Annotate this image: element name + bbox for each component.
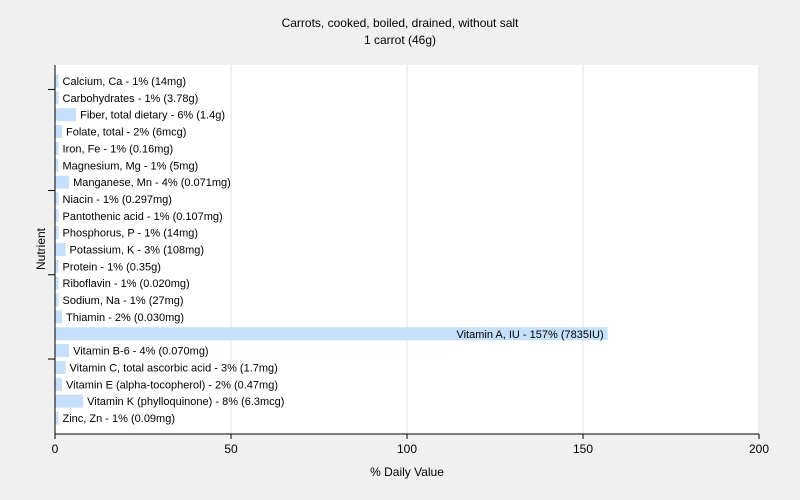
- bar: [55, 91, 59, 105]
- bar-label: Thiamin - 2% (0.030mg): [66, 312, 184, 324]
- bars: [55, 74, 608, 425]
- x-tick-label: 150: [573, 442, 593, 456]
- x-axis-label: % Daily Value: [370, 465, 444, 479]
- y-axis-label: Nutrient: [34, 227, 48, 270]
- bar-label: Pantothenic acid - 1% (0.107mg): [63, 211, 223, 223]
- bar: [55, 394, 84, 408]
- bar: [55, 360, 66, 374]
- bar-label: Carbohydrates - 1% (3.78g): [63, 93, 199, 105]
- bar-label: Fiber, total dietary - 6% (1.4g): [80, 110, 225, 122]
- bar: [55, 141, 59, 155]
- bar-label: Vitamin C, total ascorbic acid - 3% (1.7…: [70, 362, 278, 374]
- bar: [55, 125, 63, 139]
- bar-label: Vitamin K (phylloquinone) - 8% (6.3mcg): [87, 396, 284, 408]
- bar: [55, 327, 608, 341]
- chart-title: Carrots, cooked, boiled, drained, withou…: [282, 16, 519, 30]
- bar: [55, 226, 59, 240]
- bar-labels: Calcium, Ca - 1% (14mg) Carbohydrates - 1…: [63, 76, 604, 425]
- bar: [55, 276, 59, 290]
- bar-label: Vitamin B-6 - 4% (0.070mg): [73, 346, 209, 358]
- bar: [55, 377, 63, 391]
- bar-label: Phosphorus, P - 1% (14mg): [63, 228, 199, 240]
- bar: [55, 259, 59, 273]
- x-tick-label: 0: [52, 442, 59, 456]
- bar: [55, 344, 70, 358]
- bar-label: Folate, total - 2% (6mcg): [66, 127, 186, 139]
- bar-label: Iron, Fe - 1% (0.16mg): [63, 143, 174, 155]
- bar-label: Potassium, K - 3% (108mg): [70, 245, 205, 257]
- bar: [55, 411, 59, 425]
- plot-area: Calcium, Ca - 1% (14mg) Carbohydrates - 1…: [55, 65, 760, 434]
- bar-label: Vitamin A, IU - 157% (7835IU): [456, 329, 603, 341]
- bar: [55, 310, 63, 324]
- bar: [55, 175, 70, 189]
- bar-label: Zinc, Zn - 1% (0.09mg): [63, 413, 175, 425]
- bar-label: Manganese, Mn - 4% (0.071mg): [73, 177, 231, 189]
- bar-label: Riboflavin - 1% (0.020mg): [63, 278, 190, 290]
- x-axis-ticks: 0 50 100 150 200: [52, 434, 769, 456]
- bar-label: Niacin - 1% (0.297mg): [63, 194, 172, 206]
- y-axis-ticks: [48, 88, 55, 360]
- bar: [55, 209, 59, 223]
- x-tick-label: 100: [397, 442, 417, 456]
- bar: [55, 158, 59, 172]
- bar: [55, 192, 59, 206]
- bar: [55, 293, 59, 307]
- gridlines: [230, 65, 760, 434]
- bar-label: Vitamin E (alpha-tocopherol) - 2% (0.47m…: [66, 379, 278, 391]
- x-tick-label: 50: [224, 442, 238, 456]
- bar: [55, 108, 77, 122]
- bar-label: Magnesium, Mg - 1% (5mg): [63, 160, 199, 172]
- bar-label: Calcium, Ca - 1% (14mg): [63, 76, 186, 88]
- bar: [55, 243, 66, 256]
- bar-label: Sodium, Na - 1% (27mg): [63, 295, 184, 307]
- x-tick-label: 200: [749, 442, 769, 456]
- chart-subtitle: 1 carrot (46g): [364, 33, 436, 47]
- bar-label: Protein - 1% (0.35g): [63, 261, 161, 273]
- bar: [55, 74, 59, 88]
